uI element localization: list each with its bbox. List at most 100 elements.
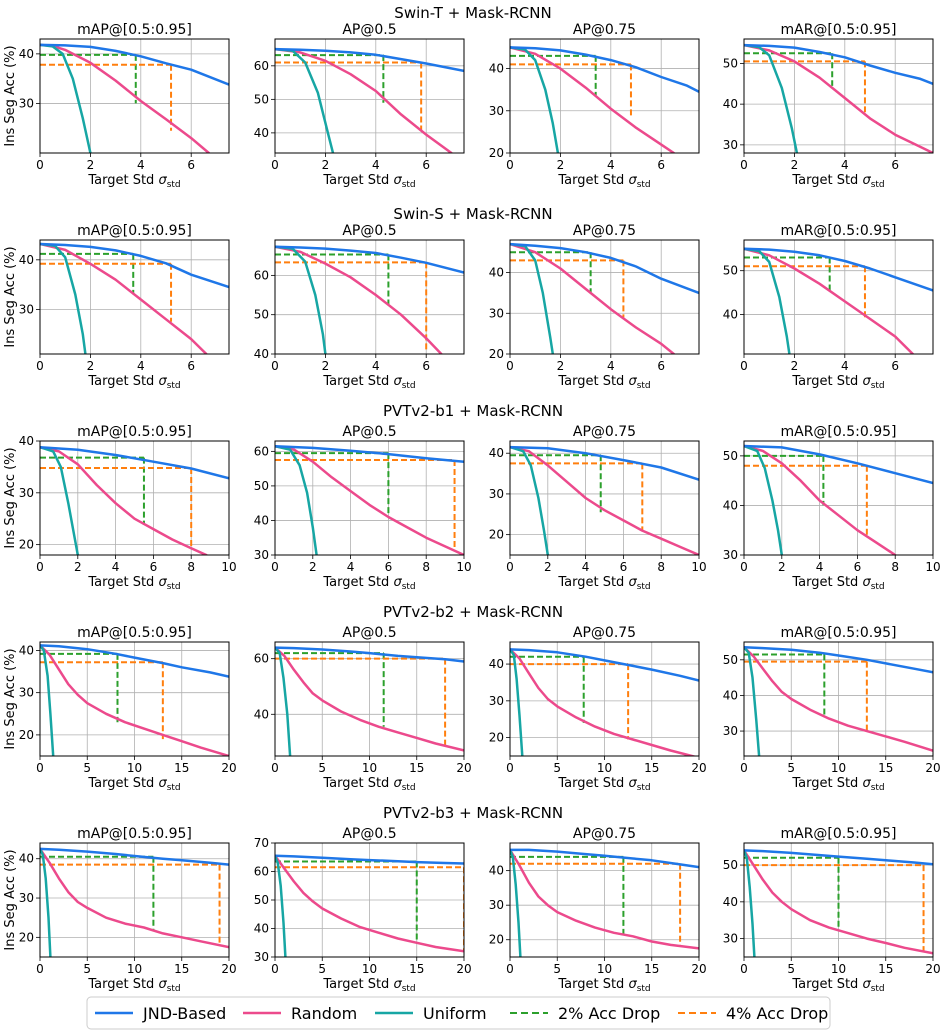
row-title: Swin-S + Mask-RCNN [393, 205, 552, 223]
panel-title: mAP@[0.5:0.95] [77, 223, 192, 239]
x-tick-label: 4 [841, 359, 849, 373]
series-random [40, 43, 211, 153]
y-tick-label: 50 [723, 449, 738, 463]
x-tick-label: 0 [271, 560, 279, 574]
x-tick-label: 15 [409, 761, 424, 775]
series-jnd [40, 847, 229, 866]
x-tick-label: 0 [271, 158, 279, 172]
x-tick-label: 5 [318, 761, 326, 775]
x-axis-label: Target Std σstd [557, 374, 650, 391]
x-tick-label: 4 [607, 158, 615, 172]
series-uniform [275, 854, 287, 957]
x-axis-label-text: Target Std [322, 575, 393, 590]
y-tick-label: 60 [254, 59, 269, 73]
x-axis-label-sigma: σ [628, 977, 637, 992]
panel-frame [509, 440, 700, 556]
y-axis-label: Ins Seg Acc (%) [3, 246, 18, 347]
x-axis-label-sub: std [637, 984, 651, 994]
y-tick-label: 30 [723, 138, 738, 152]
y-tick-label: 40 [254, 513, 269, 527]
x-tick-label: 20 [691, 962, 706, 976]
x-tick-label: 6 [422, 359, 430, 373]
y-tick-label: 40 [254, 922, 269, 936]
x-tick-label: 4 [372, 158, 380, 172]
x-axis-label-sub: std [402, 984, 416, 994]
panel: 0 2 4 6 30 40 mAP@[0.5:0.95] Target Std σstd Ins… [3, 223, 230, 391]
panel-frame [274, 842, 465, 958]
x-tick-label: 15 [174, 761, 189, 775]
x-tick-label: 2 [557, 359, 565, 373]
plot-area [40, 445, 229, 555]
x-axis-label-sub: std [871, 381, 885, 391]
x-tick-label: 4 [582, 560, 590, 574]
x-tick-label: 6 [657, 158, 665, 172]
x-axis-label: Target Std σstd [87, 374, 180, 391]
x-axis-label: Target Std σstd [322, 977, 415, 994]
x-axis-label-sub: std [167, 783, 181, 793]
panel: 0 5 10 15 20 20 30 40 mAP@[0.5:0.95] Target Std σ… [3, 826, 237, 994]
series-uniform [275, 245, 327, 354]
panel-frame [39, 38, 230, 154]
panel-title: AP@0.5 [342, 223, 396, 239]
series-uniform [744, 849, 756, 957]
panel: 0 2 4 6 8 10 30 40 50 mAR@[0.5:0.95] Target Std σs… [723, 424, 941, 592]
panel: 0 2 4 6 30 40 50 mAR@[0.5:0.95] Target Std σstd [723, 22, 934, 190]
x-axis-label: Target Std σstd [557, 977, 650, 994]
x-axis-label-sigma: σ [158, 977, 167, 992]
x-axis-label-sigma: σ [393, 575, 402, 590]
panel: 0 5 10 15 20 30 40 50 mAR@[0.5:0.95] Target Std σ… [723, 826, 941, 994]
legend: JND-Based Random Uniform 2% Acc Drop 4% … [86, 996, 831, 1030]
x-axis-label: Target Std σstd [557, 776, 650, 793]
x-tick-label: 0 [740, 158, 748, 172]
x-axis-label-sub: std [167, 180, 181, 190]
x-axis-label-sigma: σ [628, 173, 637, 188]
y-tick-label: 40 [254, 126, 269, 140]
series-random [275, 854, 464, 953]
y-tick-label: 30 [19, 686, 34, 700]
x-axis-label-text: Target Std [87, 374, 158, 389]
x-tick-label: 2 [309, 560, 317, 574]
panel-title: AP@0.75 [573, 223, 636, 239]
x-axis-label-sub: std [167, 381, 181, 391]
x-tick-label: 2 [74, 560, 82, 574]
y-tick-label: 30 [489, 898, 504, 912]
panel: 0 2 4 6 30 40 mAP@[0.5:0.95] Target Std σstd Ins… [3, 22, 230, 190]
series-random [40, 847, 229, 949]
y-tick-label: 20 [19, 538, 34, 552]
y-tick-label: 40 [19, 434, 34, 448]
y-tick-label: 40 [19, 852, 34, 866]
x-axis-label-sub: std [402, 783, 416, 793]
x-axis-label-text: Target Std [557, 776, 628, 791]
y-tick-label: 50 [254, 92, 269, 106]
x-axis-label-text: Target Std [557, 374, 628, 389]
series-uniform [744, 247, 791, 354]
series-jnd [510, 46, 699, 94]
x-tick-label: 2 [791, 158, 799, 172]
plot-area [510, 848, 699, 957]
plot-area [744, 849, 933, 957]
x-axis-label: Target Std σstd [791, 575, 884, 592]
panel: 0 2 4 6 20 30 40 AP@0.75 Target Std σstd [489, 22, 700, 190]
x-axis-label: Target Std σstd [87, 776, 180, 793]
x-axis-label-sigma: σ [862, 374, 871, 389]
plot-area [275, 47, 464, 153]
panel-title: AP@0.5 [342, 826, 396, 842]
x-tick-label: 10 [456, 560, 471, 574]
x-tick-label: 0 [36, 560, 44, 574]
panel-frame [743, 239, 934, 355]
panel-frame [743, 38, 934, 154]
y-tick-label: 40 [723, 895, 738, 909]
x-axis-label-text: Target Std [87, 575, 158, 590]
x-axis-label-sub: std [871, 783, 885, 793]
x-axis-label-sub: std [402, 582, 416, 592]
panel: 0 5 10 15 20 30 40 50 mAR@[0.5:0.95] Target Std σ… [723, 625, 941, 793]
x-axis-label-text: Target Std [322, 776, 393, 791]
series-random [40, 644, 229, 756]
panel-frame [39, 641, 230, 757]
panel: 0 5 10 15 20 20 30 40 AP@0.75 Target Std σstd [489, 625, 707, 793]
y-tick-label: 20 [489, 731, 504, 745]
x-tick-label: 10 [831, 761, 846, 775]
y-tick-label: 40 [723, 498, 738, 512]
panel: 0 5 10 15 20 20 30 40 AP@0.75 Target Std σstd [489, 826, 707, 994]
